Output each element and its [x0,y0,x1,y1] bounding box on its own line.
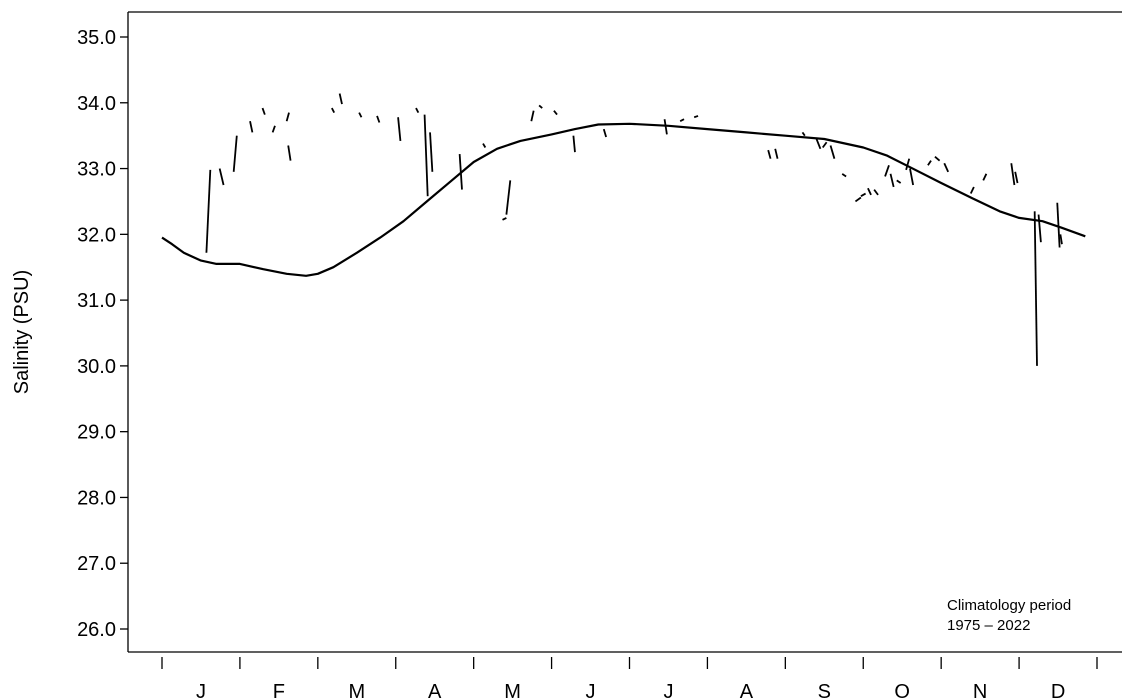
observation-segment [927,160,932,166]
x-tick-label: N [973,681,987,700]
observation-segment [969,186,975,194]
observation-segment [376,115,381,123]
observation-segment [873,189,879,196]
observation-segment [429,132,434,172]
y-tick-label: 28.0 [77,487,116,509]
y-axis: 26.0 27.0 28.0 29.0 30.0 31.0 32.0 33.0 34.0 35.0 [77,27,128,641]
observation-segment [841,173,847,178]
observation-segment [934,156,941,162]
x-tick-label: D [1051,681,1065,700]
observation-segment [860,192,867,197]
observation-segment [602,128,607,138]
climatology-line [161,122,1086,277]
annotation-line: 1975 – 2022 [947,617,1030,634]
observation-segment [884,164,890,177]
observation-segment [505,180,512,215]
y-tick-label: 27.0 [77,553,116,575]
observation-segment [1014,171,1019,184]
observation-segment [829,145,836,159]
y-tick-label: 35.0 [77,27,116,49]
x-tick-label: M [348,681,365,700]
observation-segment [1037,214,1042,243]
observation-segment [285,112,290,122]
x-tick-label: J [586,681,596,700]
y-tick-label: 29.0 [77,422,116,444]
observation-segment [261,107,266,115]
y-tick-label: 31.0 [77,290,116,312]
y-tick-label: 26.0 [77,619,116,641]
x-tick-label: O [894,681,910,700]
x-tick-label: M [504,681,521,700]
observation-segment [530,110,535,122]
observation-segment [854,196,862,203]
observation-segment [679,118,685,122]
observation-segment [1059,234,1063,245]
observation-segment [943,162,949,173]
observation-segment [1010,163,1016,186]
climatology-series [161,122,1086,277]
climatology-period-annotation: Climatology period 1975 – 2022 [947,597,1071,634]
observation-segment [1056,202,1061,248]
y-tick-label: 32.0 [77,224,116,246]
y-tick-label: 33.0 [77,159,116,181]
y-tick-label: 34.0 [77,93,116,115]
observation-segment [358,112,363,118]
observation-segment [774,148,779,159]
observation-segment [767,149,772,159]
observation-segment [905,158,911,171]
observation-segment [232,135,238,172]
x-tick-label: J [196,681,206,700]
x-tick-label: A [428,681,442,700]
observation-segment [415,107,420,114]
observation-segment [982,173,988,181]
x-tick-label: A [740,681,754,700]
x-tick-label: J [663,681,673,700]
observation-segment [867,187,872,196]
observation-segment [909,168,915,186]
plot-frame [127,11,1122,652]
observation-segment [1033,211,1038,366]
observation-segments [205,93,1063,366]
x-tick-label: S [818,681,831,700]
observation-segment [502,217,507,221]
y-axis-title: Salinity (PSU) [11,270,33,394]
observation-segment [801,131,806,137]
observation-segment [896,179,902,184]
observation-segment [815,138,822,150]
observation-segment [538,104,543,109]
y-tick-label: 30.0 [77,356,116,378]
observation-segment [482,143,487,148]
observation-segment [693,115,699,119]
observation-segment [218,168,225,186]
x-tick-label: F [273,681,285,700]
observation-segment [205,169,212,253]
observation-segment [423,114,429,197]
observation-segment [572,135,576,153]
observation-segment [889,173,895,188]
observation-segment [249,121,254,133]
observation-segment [287,145,292,161]
observation-segment [271,125,276,133]
observation-segment [822,141,828,149]
observation-segment [663,119,668,135]
observation-segment [553,110,558,116]
observation-segment [338,93,343,105]
observation-segment [331,107,335,114]
observation-segment [397,117,402,142]
annotation-line: Climatology period [947,597,1071,614]
